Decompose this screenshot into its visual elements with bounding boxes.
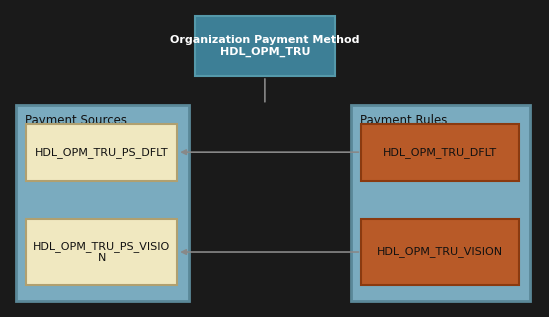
FancyBboxPatch shape: [361, 124, 519, 181]
Text: HDL_OPM_TRU_PS_DFLT: HDL_OPM_TRU_PS_DFLT: [35, 147, 169, 158]
FancyBboxPatch shape: [16, 105, 189, 301]
Text: Payment Rules: Payment Rules: [360, 114, 447, 127]
FancyBboxPatch shape: [195, 16, 335, 76]
Text: Payment Sources: Payment Sources: [25, 114, 127, 127]
FancyBboxPatch shape: [361, 219, 519, 285]
FancyBboxPatch shape: [26, 124, 177, 181]
Text: HDL_OPM_TRU_PS_VISIO
N: HDL_OPM_TRU_PS_VISIO N: [33, 241, 170, 263]
FancyBboxPatch shape: [351, 105, 530, 301]
Text: HDL_OPM_TRU_DFLT: HDL_OPM_TRU_DFLT: [383, 147, 497, 158]
FancyBboxPatch shape: [26, 219, 177, 285]
Text: Organization Payment Method
HDL_OPM_TRU: Organization Payment Method HDL_OPM_TRU: [170, 35, 360, 57]
Text: HDL_OPM_TRU_VISION: HDL_OPM_TRU_VISION: [377, 247, 503, 257]
